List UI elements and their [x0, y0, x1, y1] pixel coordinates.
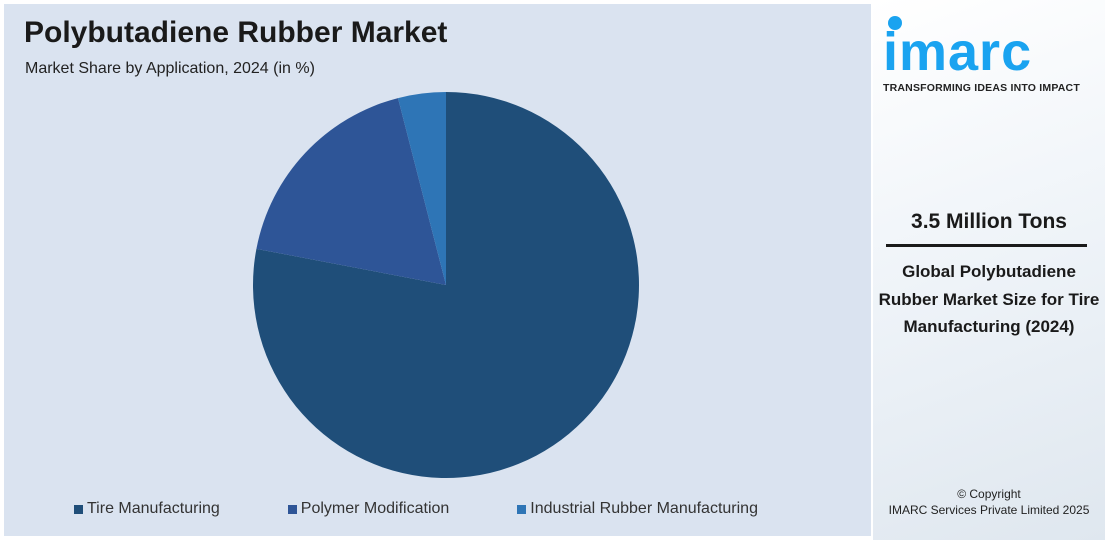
pie-chart	[252, 92, 640, 479]
legend-label: Tire Manufacturing	[87, 500, 220, 517]
pie-slice-polymer-modification	[256, 98, 446, 286]
legend-swatch	[517, 504, 527, 514]
legend-item-industrial: Industrial Rubber Manufacturing	[517, 500, 758, 518]
market-size-value: 3.5 Million Tons	[911, 210, 1067, 233]
copyright-line-2: IMARC Services Private Limited 2025	[888, 503, 1090, 517]
legend-item-polymer: Polymer Modification	[287, 500, 450, 518]
imarc-logo: imarc TRANSFORMING IDEAS INTO IMPACT	[883, 10, 1098, 94]
logo-dot	[888, 16, 902, 30]
logo-tagline: TRANSFORMING IDEAS INTO IMPACT	[883, 82, 1080, 94]
chart-area: Polybutadiene Rubber Market Market Share…	[4, 4, 871, 536]
legend-item-tire: Tire Manufacturing	[74, 500, 220, 518]
chart-title: Polybutadiene Rubber Market	[24, 16, 448, 49]
pie-slice-industrial-rubber-manufacturing	[398, 92, 446, 285]
legend-label: Industrial Rubber Manufacturing	[530, 500, 758, 517]
market-size-description: Global Polybutadiene Rubber Market Size …	[878, 262, 1100, 336]
copyright-line-1: © Copyright	[957, 487, 1021, 501]
legend-label: Polymer Modification	[300, 500, 450, 517]
legend-swatch	[74, 504, 83, 514]
logo-text: imarc	[883, 22, 1033, 82]
chart-subtitle: Market Share by Application, 2024 (in %)	[25, 60, 315, 77]
divider	[886, 244, 1087, 247]
copyright: © Copyright IMARC Services Private Limit…	[873, 486, 1105, 518]
legend-swatch	[287, 504, 297, 514]
side-panel: imarc TRANSFORMING IDEAS INTO IMPACT 3.5…	[873, 0, 1105, 540]
legend: Tire Manufacturing Polymer Modification …	[74, 500, 826, 518]
